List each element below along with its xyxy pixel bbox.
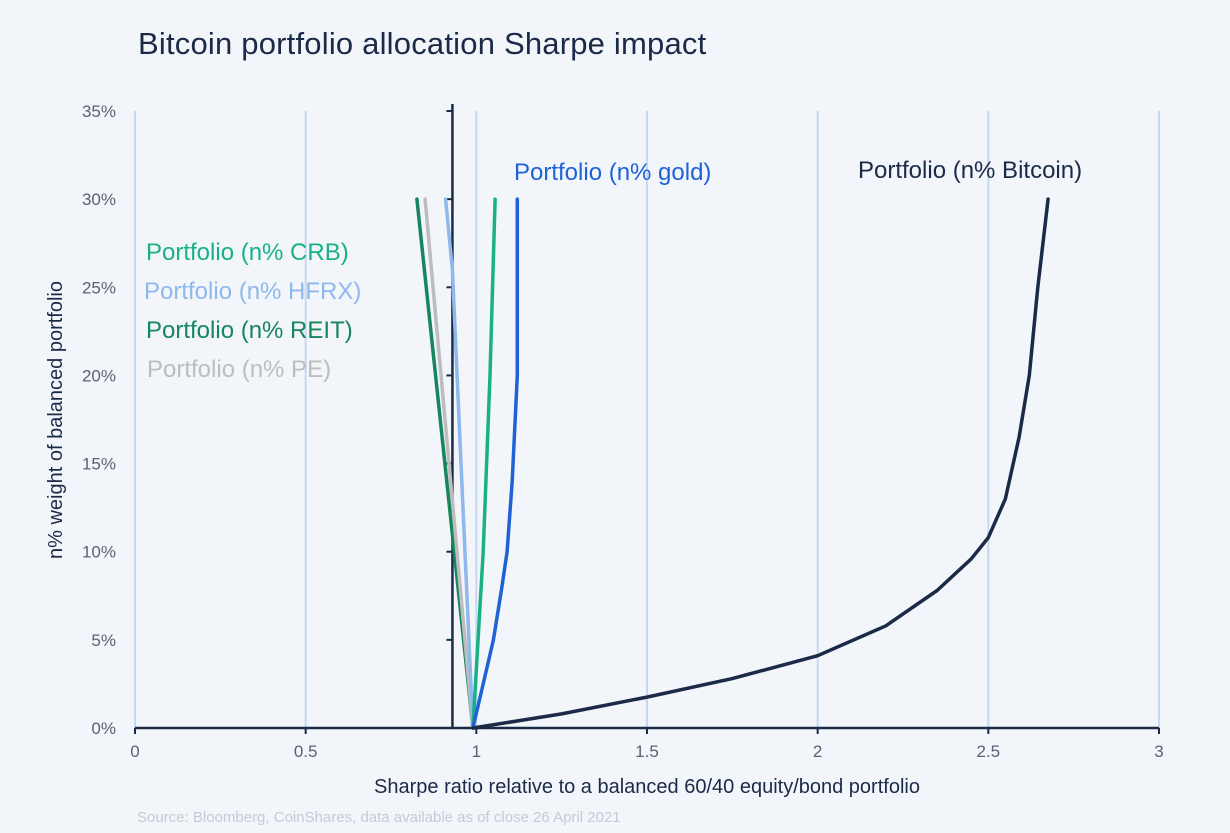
y-tick-label: 30%	[82, 190, 116, 209]
y-tick-label: 0%	[91, 719, 116, 738]
y-tick-label: 20%	[82, 366, 116, 385]
series-line-portfolio-n-crb	[471, 197, 497, 730]
series-line-portfolio-n-hfrx	[443, 197, 475, 730]
y-tick-label: 35%	[82, 102, 116, 121]
y-tick-label: 15%	[82, 455, 116, 474]
series-line-portfolio-n-bitcoin	[471, 197, 1050, 730]
source-note: Source: Bloomberg, CoinShares, data avai…	[137, 809, 621, 826]
x-axis-title: Sharpe ratio relative to a balanced 60/4…	[374, 776, 920, 798]
y-axis-title: n% weight of balanced portfolio	[45, 281, 67, 559]
x-tick-label: 1	[472, 742, 481, 761]
y-tick-label: 5%	[91, 631, 116, 650]
series-label: Portfolio (n% Bitcoin)	[858, 157, 1082, 184]
series-label: Portfolio (n% HFRX)	[144, 278, 361, 305]
x-tick-label: 1.5	[635, 742, 659, 761]
chart-title: Bitcoin portfolio allocation Sharpe impa…	[138, 26, 707, 61]
series-label: Portfolio (n% PE)	[147, 356, 331, 383]
series-label: Portfolio (n% gold)	[514, 159, 711, 186]
series-line-portfolio-n-gold	[471, 197, 520, 730]
y-tick-label: 10%	[82, 543, 116, 562]
x-tick-label: 2.5	[977, 742, 1001, 761]
series-label: Portfolio (n% CRB)	[146, 239, 349, 266]
x-tick-label: 2	[813, 742, 822, 761]
y-tick-label: 25%	[82, 278, 116, 297]
x-tick-label: 0.5	[294, 742, 318, 761]
series-label: Portfolio (n% REIT)	[146, 317, 353, 344]
x-tick-label: 0	[130, 742, 139, 761]
x-tick-label: 3	[1154, 742, 1163, 761]
series-line-portfolio-n-pe	[423, 197, 475, 730]
